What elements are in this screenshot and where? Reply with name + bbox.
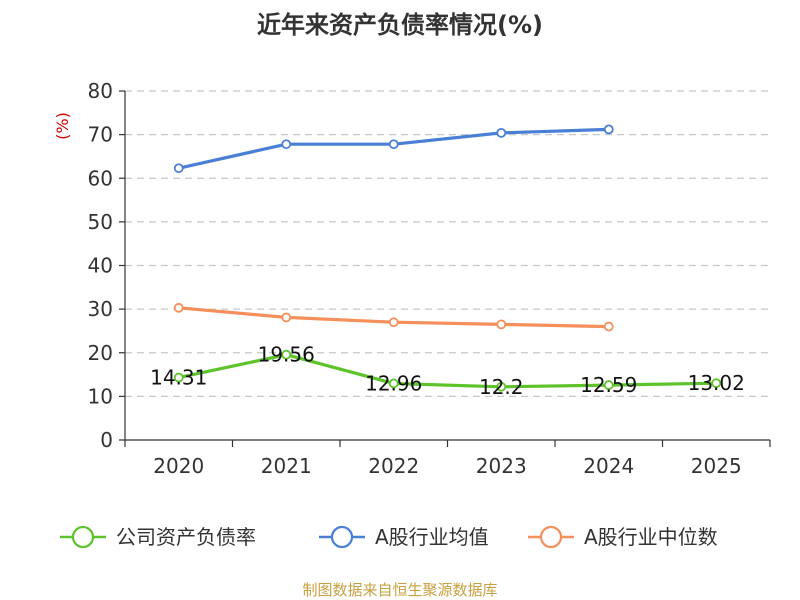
legend-label: A股行业中位数	[584, 525, 718, 549]
x-tick-label: 2020	[153, 454, 204, 478]
y-tick-label: 0	[100, 428, 113, 452]
grid-lines	[125, 90, 770, 397]
series-line	[178, 353, 717, 389]
x-tick-label: 2025	[691, 454, 742, 478]
data-point	[281, 312, 292, 323]
data-label: 13.02	[688, 371, 745, 395]
data-point	[173, 163, 184, 174]
y-tick-label: 80	[88, 79, 113, 103]
legend-marker	[71, 525, 95, 549]
legend-label: A股行业均值	[375, 525, 489, 549]
data-label: 19.56	[258, 343, 315, 367]
data-label: 12.96	[365, 371, 422, 395]
data-label: 14.31	[150, 366, 207, 390]
series-2	[173, 302, 614, 332]
data-point	[603, 380, 614, 390]
y-tick-label: 40	[88, 254, 113, 278]
legend-item-2: A股行业中位数	[528, 525, 718, 549]
data-point	[388, 317, 399, 328]
data-point	[173, 302, 184, 313]
data-point	[496, 319, 507, 330]
data-point	[496, 127, 507, 138]
y-tick-label: 30	[88, 297, 113, 321]
x-tick-label: 2022	[368, 454, 419, 478]
legend: 公司资产负债率 A股行业均值 A股行业中位数	[60, 525, 718, 549]
x-tick-labels: 2020 2021 2022 2023 2024 2025	[153, 454, 741, 478]
data-label: 12.2	[479, 375, 524, 399]
y-tick-label: 60	[88, 166, 113, 190]
legend-item-0: 公司资产负债率	[60, 525, 256, 549]
y-axis-unit: (%)	[53, 112, 72, 140]
legend-marker	[330, 525, 354, 549]
data-point	[388, 139, 399, 150]
x-tick-label: 2023	[476, 454, 527, 478]
data-label: 12.59	[580, 373, 637, 397]
series-lines	[173, 124, 722, 392]
legend-item-1: A股行业均值	[319, 525, 489, 549]
source-note: 制图数据来自恒生聚源数据库	[302, 581, 497, 599]
data-point	[173, 372, 184, 383]
chart-title: 近年来资产负债率情况(%)	[257, 11, 543, 39]
y-tick-labels: 0 10 20 30 40 50 60 70 80	[88, 79, 113, 452]
axes	[119, 90, 771, 447]
legend-marker	[539, 525, 563, 549]
y-tick-label: 10	[88, 384, 113, 408]
data-point	[711, 378, 722, 389]
data-point	[496, 381, 507, 392]
y-tick-label: 20	[88, 341, 113, 365]
data-point	[281, 139, 292, 150]
y-tick-label: 70	[88, 123, 113, 147]
series-0	[173, 349, 722, 392]
data-point	[603, 124, 614, 135]
x-tick-label: 2024	[583, 454, 634, 478]
data-point	[281, 349, 292, 360]
series-1	[173, 124, 614, 174]
data-labels: 14.31 19.56 12.96 12.2 12.59 13.02	[150, 343, 745, 399]
y-tick-label: 50	[88, 210, 113, 234]
data-point	[603, 321, 614, 332]
x-tick-label: 2021	[261, 454, 312, 478]
legend-label: 公司资产负债率	[116, 525, 256, 549]
data-point	[388, 378, 399, 389]
